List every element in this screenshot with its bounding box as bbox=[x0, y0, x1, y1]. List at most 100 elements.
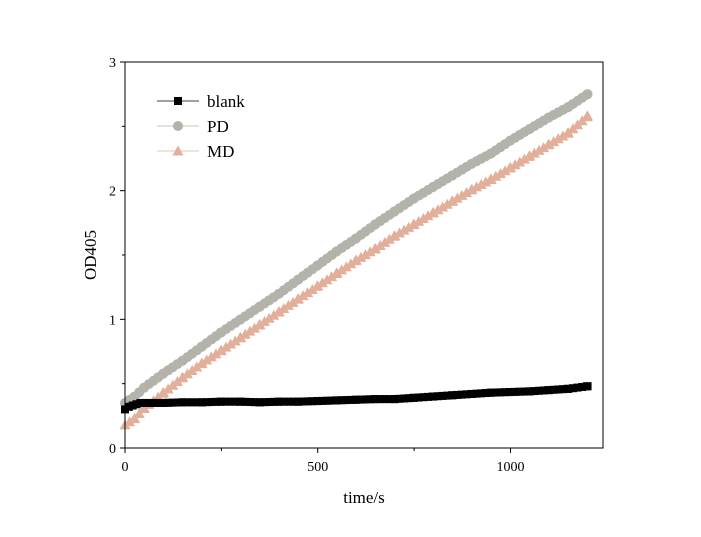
data-point bbox=[491, 388, 500, 397]
data-point bbox=[477, 389, 486, 398]
data-point bbox=[393, 227, 405, 238]
data-point bbox=[303, 397, 312, 406]
data-point bbox=[524, 150, 536, 161]
data-point bbox=[269, 397, 278, 406]
data-point bbox=[244, 325, 256, 336]
data-point bbox=[558, 385, 567, 394]
data-point bbox=[275, 397, 284, 406]
data-point bbox=[336, 264, 348, 275]
data-point bbox=[340, 261, 352, 272]
data-point bbox=[236, 397, 245, 406]
data-point bbox=[282, 299, 294, 310]
data-point bbox=[196, 357, 208, 368]
series-blank bbox=[121, 382, 592, 414]
data-point bbox=[374, 239, 386, 250]
data-point bbox=[413, 215, 425, 226]
data-point bbox=[499, 165, 511, 176]
data-point bbox=[494, 168, 506, 179]
data-point bbox=[438, 391, 447, 400]
data-point bbox=[181, 368, 193, 379]
data-point bbox=[313, 397, 322, 406]
data-point bbox=[235, 331, 247, 342]
data-point bbox=[448, 391, 457, 400]
data-point bbox=[447, 195, 459, 206]
data-point bbox=[457, 390, 466, 399]
data-point bbox=[226, 397, 235, 406]
data-point bbox=[308, 397, 317, 406]
data-point bbox=[404, 394, 413, 403]
data-point bbox=[220, 341, 232, 352]
data-point bbox=[582, 89, 593, 100]
data-point bbox=[259, 315, 271, 326]
data-point bbox=[215, 344, 227, 355]
data-point bbox=[501, 388, 510, 397]
data-point bbox=[278, 303, 290, 314]
data-point bbox=[333, 396, 342, 405]
y-tick-label: 1 bbox=[109, 313, 116, 328]
data-point bbox=[533, 144, 545, 155]
data-point bbox=[239, 328, 251, 339]
y-axis-title: OD405 bbox=[81, 230, 100, 280]
data-point bbox=[461, 187, 473, 198]
data-point bbox=[322, 396, 331, 405]
data-point bbox=[578, 382, 587, 391]
data-point bbox=[462, 390, 471, 399]
data-point bbox=[318, 396, 327, 405]
data-point bbox=[268, 309, 280, 320]
data-point bbox=[201, 354, 213, 365]
data-point bbox=[525, 387, 534, 396]
data-point bbox=[417, 213, 429, 224]
data-point bbox=[178, 398, 187, 407]
data-point bbox=[539, 386, 548, 395]
data-point bbox=[518, 153, 530, 164]
data-point bbox=[427, 207, 439, 218]
data-point bbox=[173, 398, 182, 407]
data-point bbox=[254, 318, 266, 329]
data-point bbox=[549, 385, 558, 394]
data-point bbox=[364, 246, 376, 257]
data-point bbox=[297, 290, 309, 301]
data-point bbox=[207, 398, 216, 407]
data-point bbox=[422, 210, 434, 221]
data-point bbox=[434, 392, 443, 401]
legend-label: blank bbox=[207, 92, 245, 111]
series-pd bbox=[120, 89, 593, 408]
x-tick-label: 0 bbox=[122, 460, 129, 475]
data-point bbox=[361, 395, 370, 404]
data-point bbox=[403, 221, 415, 232]
data-point bbox=[419, 393, 428, 402]
data-point bbox=[231, 397, 240, 406]
data-point bbox=[144, 398, 153, 407]
data-point bbox=[520, 387, 529, 396]
data-point bbox=[229, 335, 241, 346]
data-point bbox=[395, 394, 404, 403]
data-point bbox=[472, 389, 481, 398]
data-point bbox=[573, 383, 582, 392]
data-point bbox=[306, 283, 318, 294]
legend: blank PD MD bbox=[157, 92, 245, 161]
data-point bbox=[487, 388, 496, 397]
data-point bbox=[183, 398, 192, 407]
data-point bbox=[545, 386, 554, 395]
data-point bbox=[355, 251, 367, 262]
data-point bbox=[159, 398, 168, 407]
x-tick-label: 500 bbox=[307, 460, 328, 475]
data-point bbox=[383, 233, 395, 244]
series-md bbox=[119, 110, 594, 430]
data-point bbox=[360, 249, 372, 260]
axes: 0 500 1000 0 1 2 3 bbox=[109, 56, 604, 475]
data-point bbox=[154, 398, 163, 407]
y-tick-label: 3 bbox=[109, 56, 116, 71]
data-point bbox=[321, 274, 333, 285]
data-point bbox=[443, 391, 452, 400]
data-point bbox=[273, 306, 285, 317]
data-point bbox=[543, 138, 555, 149]
data-point bbox=[554, 385, 563, 394]
legend-item-md: MD bbox=[157, 142, 234, 161]
data-point bbox=[432, 204, 444, 215]
data-point bbox=[350, 254, 362, 265]
legend-label: MD bbox=[207, 142, 234, 161]
data-point bbox=[302, 287, 314, 298]
data-point bbox=[221, 397, 230, 406]
data-point bbox=[177, 371, 189, 382]
